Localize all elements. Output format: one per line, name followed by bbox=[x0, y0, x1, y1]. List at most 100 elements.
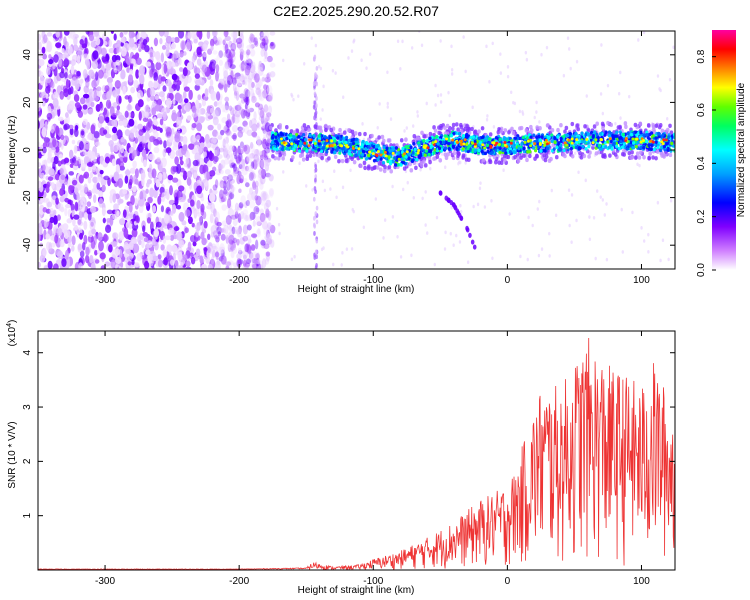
noise-blob bbox=[118, 231, 125, 241]
band-halo-blob bbox=[538, 126, 542, 131]
band-core-blob bbox=[617, 146, 622, 151]
noise-blob bbox=[244, 65, 251, 76]
noise-blob bbox=[48, 54, 52, 59]
noise-blob bbox=[94, 259, 100, 264]
noise-blob bbox=[66, 218, 72, 224]
sparse-dot bbox=[577, 170, 580, 175]
sparse-dot bbox=[353, 38, 356, 43]
noise-blob bbox=[53, 263, 59, 269]
noise-blob bbox=[243, 87, 249, 98]
noise-blob bbox=[184, 209, 191, 217]
noise-blob bbox=[196, 185, 203, 195]
noise-blob bbox=[92, 50, 99, 60]
noise-blob bbox=[174, 259, 179, 267]
noise-blob bbox=[165, 126, 172, 137]
noise-blob bbox=[238, 32, 244, 43]
band-halo-blob bbox=[350, 129, 355, 135]
noise-blob bbox=[45, 233, 51, 240]
sparse-dot bbox=[311, 188, 314, 192]
noise-blob bbox=[185, 157, 190, 165]
noise-blob bbox=[91, 60, 99, 70]
noise-blob bbox=[47, 84, 51, 92]
noise-blob bbox=[139, 65, 146, 75]
noise-blob bbox=[268, 173, 274, 182]
noise-blob bbox=[222, 76, 228, 82]
noise-blob bbox=[254, 102, 260, 108]
noise-blob bbox=[81, 196, 86, 207]
sparse-dot bbox=[349, 168, 352, 173]
band-halo-blob bbox=[629, 155, 634, 160]
noise-blob bbox=[131, 32, 136, 38]
noise-blob bbox=[161, 45, 167, 50]
noise-blob bbox=[181, 220, 187, 226]
noise-blob bbox=[148, 153, 155, 161]
noise-blob bbox=[246, 224, 252, 231]
noise-blob bbox=[226, 74, 234, 86]
band-halo-blob bbox=[457, 151, 461, 157]
noise-blob bbox=[106, 77, 113, 84]
band-halo-blob bbox=[525, 157, 529, 163]
band-halo-blob bbox=[547, 158, 552, 163]
noise-blob bbox=[200, 258, 205, 264]
noise-blob bbox=[223, 125, 228, 132]
band-halo-blob bbox=[324, 127, 328, 133]
noise-blob bbox=[218, 78, 225, 84]
noise-blob bbox=[187, 241, 192, 251]
noise-blob bbox=[128, 74, 134, 83]
noise-blob bbox=[226, 153, 230, 160]
noise-blob bbox=[107, 177, 111, 187]
noise-blob bbox=[64, 249, 69, 261]
sparse-dot bbox=[672, 45, 675, 50]
band-core-blob bbox=[364, 157, 368, 161]
noise-blob bbox=[78, 140, 84, 151]
band-halo-blob bbox=[350, 156, 354, 161]
noise-blob bbox=[245, 58, 252, 64]
sparse-dot bbox=[401, 187, 405, 192]
noise-blob bbox=[146, 217, 152, 224]
band-core-blob bbox=[498, 151, 502, 155]
sparse-dot bbox=[601, 111, 605, 116]
noise-blob bbox=[42, 164, 46, 172]
noise-blob bbox=[187, 216, 193, 225]
noise-blob bbox=[38, 261, 41, 268]
noise-blob bbox=[47, 150, 52, 161]
noise-blob bbox=[158, 91, 165, 98]
noise-blob bbox=[254, 180, 259, 188]
band-halo-blob bbox=[637, 155, 642, 160]
noise-blob bbox=[156, 157, 161, 163]
noise-blob bbox=[231, 134, 237, 140]
noise-blob bbox=[137, 199, 145, 207]
noise-blob bbox=[228, 180, 233, 189]
band-halo-blob bbox=[344, 158, 349, 164]
band-halo-blob bbox=[268, 125, 273, 130]
noise-blob bbox=[38, 233, 41, 242]
noise-blob bbox=[83, 234, 88, 245]
band-halo-blob bbox=[452, 151, 457, 156]
sparse-dot bbox=[637, 38, 640, 42]
noise-blob bbox=[131, 228, 138, 238]
noise-blob bbox=[207, 233, 211, 241]
noise-blob bbox=[65, 230, 71, 238]
noise-blob bbox=[165, 79, 172, 87]
sparse-dot bbox=[450, 44, 453, 49]
noise-blob bbox=[113, 203, 119, 211]
band-core-blob bbox=[569, 146, 573, 151]
noise-blob bbox=[149, 95, 156, 101]
sparse-dot bbox=[323, 188, 327, 193]
band-halo-blob bbox=[534, 153, 539, 159]
noise-blob bbox=[86, 191, 92, 197]
noise-blob bbox=[217, 123, 222, 131]
noise-blob bbox=[111, 158, 117, 167]
band-core-blob bbox=[394, 146, 398, 150]
noise-blob bbox=[70, 245, 75, 252]
noise-blob bbox=[74, 78, 80, 88]
noise-blob bbox=[261, 192, 267, 202]
band-halo-blob bbox=[455, 122, 459, 127]
noise-blob bbox=[249, 119, 253, 129]
noise-blob bbox=[176, 204, 182, 210]
noise-blob bbox=[189, 199, 195, 207]
band-halo-blob bbox=[488, 132, 493, 137]
sparse-dot bbox=[450, 67, 454, 72]
band-halo-blob bbox=[381, 138, 386, 144]
noise-blob bbox=[178, 57, 182, 66]
